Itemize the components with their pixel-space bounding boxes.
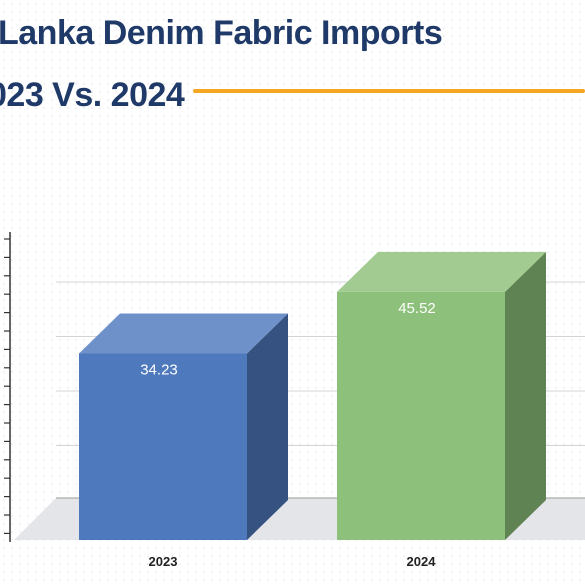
chart-title-line-1: Lanka Denim Fabric Imports [0,14,443,52]
x-tick-label-2024: 2024 [407,554,437,569]
bar-side-2024 [505,251,546,540]
x-tick-label-2023: 2023 [149,554,178,569]
bar-side-2023 [247,313,288,540]
title-accent-rule [193,89,585,93]
data-label-2023: 34.23 [140,361,178,378]
bar-top-2024 [337,251,546,292]
bar-front-2023 [79,353,247,540]
bar-2024 [337,251,546,540]
bar-top-2023 [79,313,288,354]
bar-2023 [79,313,288,540]
chart-title-line-2: 023 Vs. 2024 [0,76,185,114]
bar-front-2024 [337,291,505,540]
data-label-2024: 45.52 [398,300,436,317]
